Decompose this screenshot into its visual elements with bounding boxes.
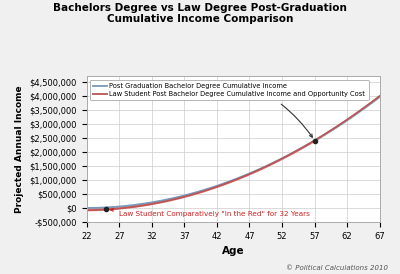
Law Student Post Bachelor Degree Cumulative Income and Opportunity Cost bbox=[203, 189, 208, 192]
Line: Law Student Post Bachelor Degree Cumulative Income and Opportunity Cost: Law Student Post Bachelor Degree Cumulat… bbox=[87, 96, 380, 210]
Post Graduation Bachelor Degree Cumulative Income bbox=[114, 205, 119, 209]
Post Graduation Bachelor Degree Cumulative Income bbox=[84, 206, 89, 210]
Law Student Post Bachelor Degree Cumulative Income and Opportunity Cost bbox=[286, 154, 290, 157]
Y-axis label: Projected Annual Income: Projected Annual Income bbox=[15, 85, 24, 213]
Law Student Post Bachelor Degree Cumulative Income and Opportunity Cost bbox=[318, 135, 323, 139]
Legend: Post Graduation Bachelor Degree Cumulative Income, Law Student Post Bachelor Deg: Post Graduation Bachelor Degree Cumulati… bbox=[90, 79, 369, 100]
Text: © Political Calculations 2010: © Political Calculations 2010 bbox=[286, 265, 388, 271]
Text: Law Student Comes Out Ahead After Age 57: Law Student Comes Out Ahead After Age 57 bbox=[191, 94, 351, 137]
Line: Post Graduation Bachelor Degree Cumulative Income: Post Graduation Bachelor Degree Cumulati… bbox=[87, 97, 380, 208]
Post Graduation Bachelor Degree Cumulative Income bbox=[313, 139, 318, 142]
Law Student Post Bachelor Degree Cumulative Income and Opportunity Cost bbox=[377, 95, 382, 98]
Law Student Post Bachelor Degree Cumulative Income and Opportunity Cost bbox=[213, 185, 218, 189]
Post Graduation Bachelor Degree Cumulative Income bbox=[318, 135, 323, 139]
Law Student Post Bachelor Degree Cumulative Income and Opportunity Cost bbox=[313, 139, 318, 142]
Post Graduation Bachelor Degree Cumulative Income bbox=[377, 95, 382, 98]
Post Graduation Bachelor Degree Cumulative Income bbox=[203, 188, 208, 191]
Text: Bachelors Degree vs Law Degree Post-Graduation
Cumulative Income Comparison: Bachelors Degree vs Law Degree Post-Grad… bbox=[53, 3, 347, 24]
X-axis label: Age: Age bbox=[222, 246, 244, 256]
Law Student Post Bachelor Degree Cumulative Income and Opportunity Cost bbox=[114, 207, 119, 210]
Post Graduation Bachelor Degree Cumulative Income bbox=[286, 154, 290, 157]
Law Student Post Bachelor Degree Cumulative Income and Opportunity Cost bbox=[84, 209, 89, 212]
Post Graduation Bachelor Degree Cumulative Income bbox=[213, 185, 218, 188]
Text: Law Student Comparatively "In the Red" for 32 Years: Law Student Comparatively "In the Red" f… bbox=[110, 208, 310, 217]
